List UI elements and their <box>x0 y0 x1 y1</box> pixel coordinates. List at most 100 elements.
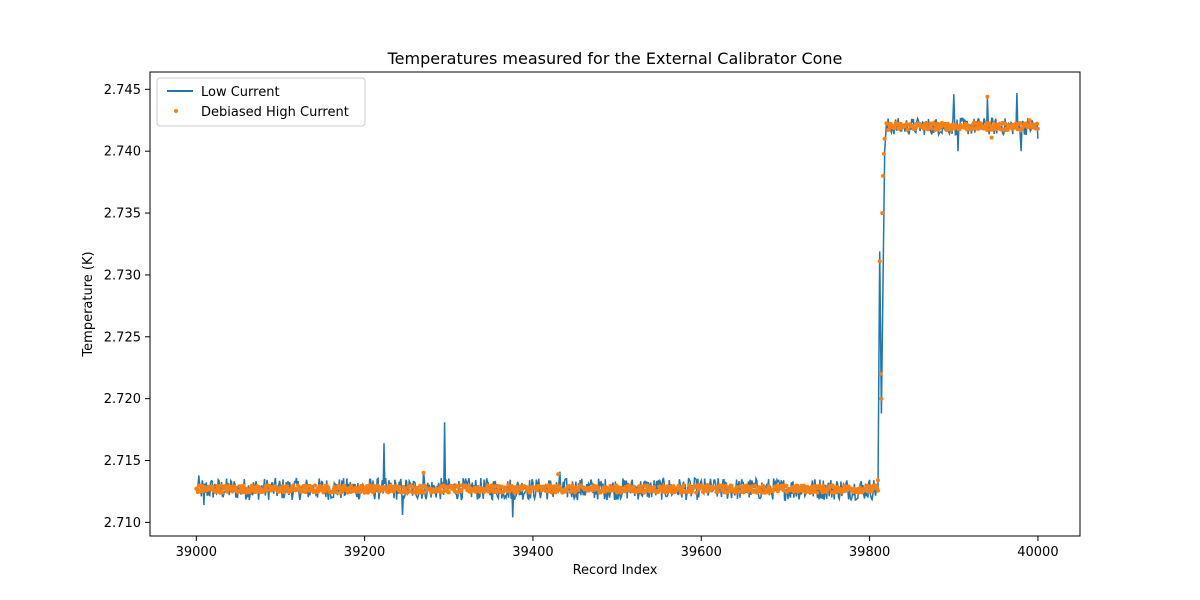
data-point <box>386 490 391 495</box>
data-point <box>989 135 994 140</box>
data-point <box>749 484 754 489</box>
data-point <box>652 485 657 490</box>
data-point <box>564 488 569 493</box>
x-tick-label: 40000 <box>1017 545 1058 560</box>
data-point <box>349 483 354 488</box>
data-point <box>367 483 372 488</box>
data-point <box>451 484 455 489</box>
y-tick-label: 2.725 <box>104 330 141 345</box>
data-point <box>556 472 561 477</box>
data-point <box>240 490 245 495</box>
data-point <box>248 489 253 494</box>
data-point <box>385 487 390 492</box>
data-point <box>421 490 426 495</box>
y-tick-label: 2.730 <box>104 268 141 283</box>
data-point <box>323 488 328 493</box>
series-scatter-debiased-high-current <box>194 94 1040 495</box>
y-tick-label: 2.735 <box>104 207 141 222</box>
data-point <box>985 128 990 132</box>
data-point <box>1003 121 1008 126</box>
data-point <box>833 490 838 495</box>
data-point <box>1005 128 1010 132</box>
y-tick-label: 2.745 <box>104 83 141 98</box>
data-point <box>679 490 684 495</box>
data-point <box>241 483 246 488</box>
data-point <box>856 490 861 495</box>
data-point <box>876 488 880 493</box>
data-point <box>719 483 724 488</box>
data-point <box>877 259 882 264</box>
data-point <box>515 490 520 495</box>
legend: Low Current Debiased High Current <box>156 77 366 127</box>
data-point <box>343 485 348 490</box>
data-point <box>573 490 577 495</box>
x-tick-label: 39200 <box>344 545 385 560</box>
data-point <box>281 490 286 495</box>
data-point <box>376 483 381 488</box>
data-point <box>987 123 992 128</box>
y-tick-label: 2.720 <box>104 392 141 407</box>
data-point <box>1035 121 1040 126</box>
data-point <box>759 490 764 495</box>
data-point <box>603 489 608 494</box>
data-point <box>639 484 644 489</box>
data-point <box>307 488 312 493</box>
data-point <box>223 483 228 488</box>
data-point <box>878 371 883 376</box>
data-point <box>225 489 230 494</box>
data-point <box>881 151 886 156</box>
data-point <box>211 484 216 489</box>
legend-low-current-label: Low Current <box>201 85 280 100</box>
x-tick-label: 39600 <box>681 545 722 560</box>
data-point <box>713 485 718 490</box>
data-point <box>906 127 911 132</box>
data-point <box>303 490 308 495</box>
data-point <box>734 485 739 490</box>
plot-area <box>194 92 1040 518</box>
data-point <box>421 470 426 475</box>
data-point <box>985 94 990 99</box>
data-point <box>929 126 934 131</box>
data-point <box>880 211 885 216</box>
x-tick-label: 39800 <box>849 545 890 560</box>
data-point <box>879 396 884 401</box>
data-point <box>507 489 512 494</box>
data-point <box>326 486 331 491</box>
data-point <box>467 483 471 488</box>
data-point <box>803 490 808 495</box>
data-point <box>775 489 780 494</box>
data-point <box>355 489 359 494</box>
data-point <box>679 487 684 492</box>
data-point <box>535 488 540 493</box>
data-point <box>882 136 887 141</box>
data-point <box>274 484 279 489</box>
data-point <box>896 126 901 131</box>
data-point <box>453 489 458 494</box>
y-tick-label: 2.740 <box>104 145 141 160</box>
data-point <box>334 490 339 495</box>
legend-box <box>156 77 366 127</box>
y-axis: 2.710 2.715 2.720 2.725 2.730 2.735 2.740 2.745 <box>104 83 150 531</box>
data-point <box>570 483 575 488</box>
data-point <box>887 127 891 132</box>
data-point <box>528 489 533 494</box>
data-point <box>592 487 597 492</box>
data-point <box>1035 126 1040 131</box>
x-axis-label: Record Index <box>573 563 658 578</box>
data-point <box>784 483 789 488</box>
x-axis: 39000 39200 39400 39600 39800 40000 <box>176 536 1059 560</box>
data-point <box>781 488 786 493</box>
data-point <box>459 488 464 493</box>
data-point <box>694 490 699 495</box>
x-tick-label: 39400 <box>512 545 553 560</box>
data-point <box>729 483 734 488</box>
data-point <box>815 490 820 495</box>
data-point <box>265 488 269 493</box>
data-point <box>881 173 886 178</box>
data-point <box>372 488 377 493</box>
y-tick-label: 2.715 <box>104 454 141 469</box>
data-point <box>539 488 544 493</box>
data-point <box>220 490 225 495</box>
data-point <box>446 490 451 495</box>
